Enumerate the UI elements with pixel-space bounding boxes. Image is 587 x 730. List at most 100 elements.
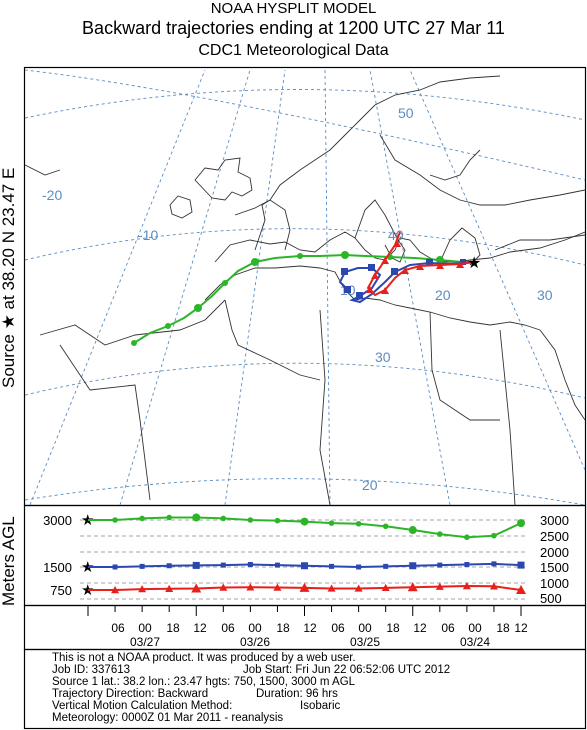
height-marker xyxy=(273,583,282,591)
hour-label: 12 xyxy=(514,621,528,635)
hour-label: 12 xyxy=(193,621,207,635)
height-marker xyxy=(166,514,172,521)
title-line-1: NOAA HYSPLIT MODEL xyxy=(210,0,377,17)
lon-line-m10 xyxy=(119,69,251,505)
height-marker xyxy=(139,563,145,569)
height-marker xyxy=(274,517,281,524)
eastern-border xyxy=(379,134,585,206)
lat-line-40 xyxy=(25,228,585,266)
height-marker xyxy=(517,519,525,528)
map-markers-1500 xyxy=(341,259,466,299)
hour-label: 00 xyxy=(138,621,152,635)
british-isles xyxy=(194,157,253,201)
lon-label-30: 30 xyxy=(537,287,553,303)
map-panel: -20 -10 10 20 30 50 40 30 20 xyxy=(25,69,585,505)
lon-line-m20 xyxy=(29,69,206,505)
tick-label: 3000 xyxy=(43,513,72,528)
height-marker xyxy=(220,562,226,568)
hour-label: 00 xyxy=(468,621,482,635)
marker xyxy=(297,253,303,259)
map-markers-750 xyxy=(366,240,464,294)
marker xyxy=(381,257,389,264)
hour-label: 18 xyxy=(496,621,510,635)
height-marker xyxy=(491,561,497,567)
marker xyxy=(344,286,351,293)
tick-label: 2500 xyxy=(540,529,569,544)
lat-label-40: 40 xyxy=(388,227,404,243)
marker xyxy=(416,263,424,270)
height-marker xyxy=(112,517,118,523)
lat-label-30: 30 xyxy=(375,349,391,365)
coastlines xyxy=(25,75,585,505)
tick-label: 1000 xyxy=(540,576,569,591)
marker xyxy=(251,258,259,266)
height-marker xyxy=(356,564,362,570)
height-marker xyxy=(407,582,418,592)
map-traj-1500 xyxy=(338,261,476,304)
height-marker xyxy=(462,582,471,590)
footer-job-id: Job ID: 337613 xyxy=(52,664,131,676)
ireland xyxy=(169,195,193,219)
tick-label: 750 xyxy=(50,583,72,598)
iberia xyxy=(254,199,291,251)
marker xyxy=(393,240,401,247)
footer-source-info: Source 1 lat.: 38.2 lon.: 23.47 hgts: 75… xyxy=(52,676,356,688)
footer-disclaimer: This is not a NOAA product. It was produ… xyxy=(52,652,356,664)
star-icon: ★ xyxy=(81,559,94,576)
date-label: 03/27 xyxy=(130,635,160,649)
marker xyxy=(165,323,171,329)
marker xyxy=(391,268,398,275)
hour-label: 12 xyxy=(303,621,317,635)
height-marker xyxy=(138,585,147,593)
height-marker xyxy=(381,583,390,592)
sahara-border-2 xyxy=(224,299,321,381)
hour-label: 06 xyxy=(111,621,125,635)
height-marker xyxy=(166,563,172,569)
hour-label: 06 xyxy=(441,621,455,635)
height-marker xyxy=(491,532,497,539)
tick-label: 1500 xyxy=(43,560,72,575)
height-marker xyxy=(192,513,201,522)
hour-label: 00 xyxy=(358,621,372,635)
time-axis: 06 00 18 12 06 00 18 12 06 00 18 12 06 0… xyxy=(87,606,528,649)
time-tick-marks xyxy=(87,606,522,616)
height-marker xyxy=(300,517,309,526)
height-marker xyxy=(437,562,443,568)
height-start-stars: ★ ★ ★ xyxy=(81,512,94,599)
height-marker xyxy=(247,517,254,523)
marker xyxy=(222,280,228,286)
marker xyxy=(131,340,137,346)
title-line-2: Backward trajectories ending at 1200 UTC… xyxy=(82,18,505,38)
red-sea xyxy=(539,329,585,421)
footer-frame xyxy=(23,648,587,730)
marker xyxy=(341,251,349,259)
height-marker xyxy=(408,526,417,535)
height-marker xyxy=(329,563,335,569)
lat-label-50: 50 xyxy=(398,105,414,121)
height-marker xyxy=(409,562,417,570)
lon-line-20 xyxy=(369,69,451,505)
marker xyxy=(436,256,444,264)
graticule-labels: -20 -10 10 20 30 50 40 30 20 xyxy=(42,105,553,493)
map-traj-3000 xyxy=(133,253,475,344)
lon-line-10 xyxy=(324,69,331,505)
height-marker xyxy=(112,564,118,570)
lat-line-60 xyxy=(25,69,585,181)
height-marker xyxy=(435,582,444,590)
height-marker xyxy=(220,515,227,522)
marker xyxy=(194,304,202,312)
west-africa-coast xyxy=(39,299,226,346)
height-marker xyxy=(354,584,363,592)
height-marker xyxy=(489,582,498,590)
footer-meteorology: Meteorology: 0000Z 01 Mar 2011 - reanaly… xyxy=(52,712,284,724)
marker xyxy=(456,261,464,268)
hour-label: 12 xyxy=(413,621,427,635)
marker xyxy=(460,259,466,265)
north-coast xyxy=(234,75,501,216)
star-icon: ★ xyxy=(81,512,94,529)
hour-label: 18 xyxy=(386,621,400,635)
marker xyxy=(381,287,389,294)
hour-label: 18 xyxy=(276,621,290,635)
footer-job-start: Job Start: Fri Jun 22 06:52:06 UTC 2012 xyxy=(243,664,451,676)
